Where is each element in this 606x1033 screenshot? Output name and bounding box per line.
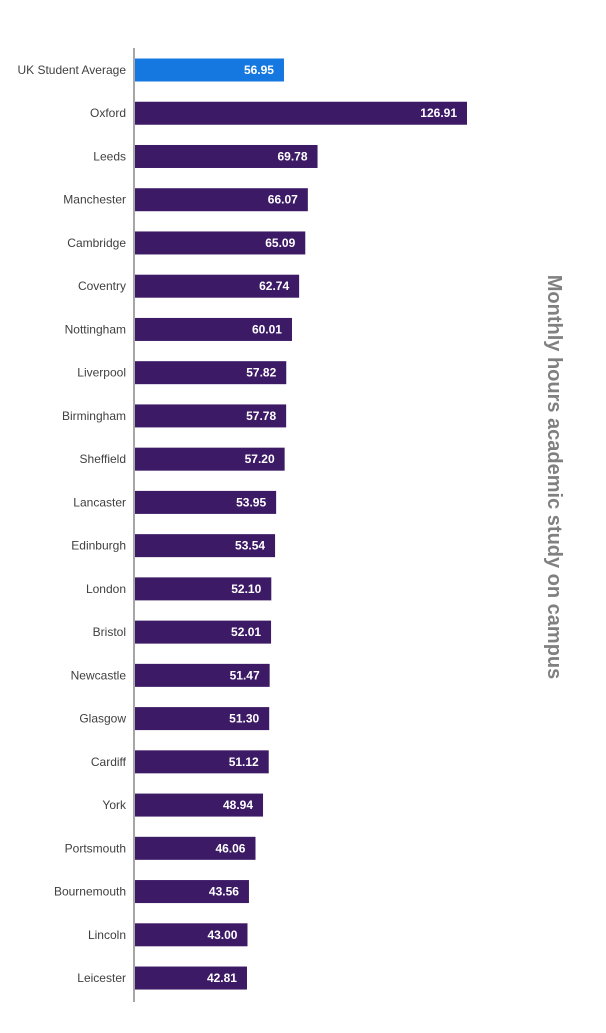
bar: [135, 663, 270, 687]
data-label: 46.06: [215, 841, 245, 855]
bar: [135, 836, 256, 860]
bar: [135, 361, 287, 385]
category-label: Bristol: [93, 625, 126, 639]
bar: [135, 534, 276, 558]
bar: [135, 490, 277, 514]
bar: [135, 880, 249, 904]
data-label: 52.01: [231, 625, 261, 639]
category-label: Lincoln: [88, 928, 126, 942]
category-label: London: [86, 582, 126, 596]
data-label: 52.10: [231, 582, 261, 596]
data-label: 62.74: [259, 279, 289, 293]
bar: [135, 923, 248, 947]
data-label: 69.78: [278, 149, 308, 163]
category-label: Leicester: [77, 971, 126, 985]
category-label: Glasgow: [79, 712, 126, 726]
bar: [135, 707, 270, 731]
data-label: 66.07: [268, 193, 298, 207]
category-label: UK Student Average: [17, 63, 126, 77]
bar: [135, 447, 285, 471]
category-label: Leeds: [93, 149, 126, 163]
data-label: 60.01: [252, 322, 282, 336]
bar: [135, 404, 287, 428]
category-label: Newcastle: [71, 668, 127, 682]
data-label: 43.00: [207, 928, 237, 942]
data-label: 57.20: [245, 452, 275, 466]
data-label: 48.94: [223, 798, 253, 812]
category-label: Manchester: [63, 193, 126, 207]
category-label: Nottingham: [65, 322, 126, 336]
category-label: York: [102, 798, 127, 812]
category-label: Coventry: [78, 279, 126, 293]
category-label: Lancaster: [73, 495, 126, 509]
bar: [135, 58, 284, 82]
data-label: 57.82: [246, 366, 276, 380]
category-label: Oxford: [90, 106, 126, 120]
category-label: Cardiff: [91, 755, 127, 769]
bar: [135, 750, 269, 774]
data-label: 51.47: [230, 668, 260, 682]
data-label: 53.54: [235, 539, 265, 553]
data-label: 56.95: [244, 63, 274, 77]
bar: [135, 317, 292, 341]
bar: [135, 101, 467, 125]
bar: [135, 577, 272, 601]
bar: [135, 231, 306, 255]
category-label: Bournemouth: [54, 885, 126, 899]
data-label: 65.09: [265, 236, 295, 250]
bar: [135, 620, 272, 644]
data-label: 57.78: [246, 409, 276, 423]
bar: [135, 274, 300, 298]
category-label: Birmingham: [62, 409, 126, 423]
category-label: Cambridge: [67, 236, 126, 250]
bar: [135, 188, 308, 212]
axis-title: Monthly hours academic study on campus: [543, 275, 565, 680]
bar: [135, 793, 264, 817]
category-label: Sheffield: [80, 452, 126, 466]
bar: [135, 144, 318, 168]
data-label: 51.12: [229, 755, 259, 769]
data-label: 51.30: [229, 712, 259, 726]
category-label: Portsmouth: [65, 841, 126, 855]
data-label: 42.81: [207, 971, 237, 985]
data-label: 53.95: [236, 495, 266, 509]
category-label: Edinburgh: [71, 539, 126, 553]
category-label: Liverpool: [77, 366, 126, 380]
bars-group: UK Student Average 56.95 Oxford 126.91 Leeds…: [17, 58, 467, 990]
data-label: 43.56: [209, 885, 239, 899]
data-label: 126.91: [420, 106, 457, 120]
bar: [135, 966, 247, 990]
